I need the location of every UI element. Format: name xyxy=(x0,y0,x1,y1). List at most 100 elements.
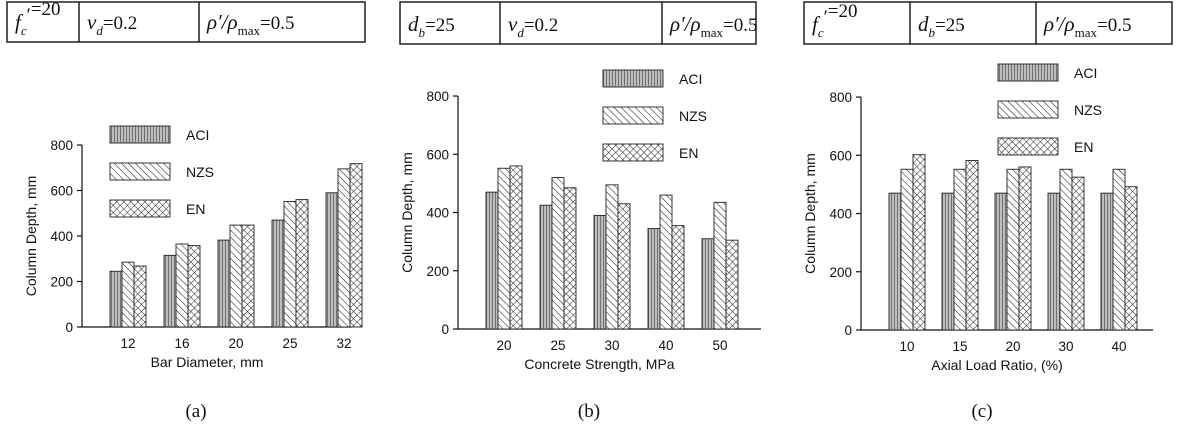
y-tick-label: 200 xyxy=(829,265,852,280)
chart-b-svg: db=25 νd=0.2 ρ′/ρmax=0.5 0 200 400 600 800 20 25 3… xyxy=(399,1,761,422)
bars xyxy=(888,154,1138,331)
legend-swatch-nzs xyxy=(602,106,664,125)
bar-aci-25 xyxy=(539,204,553,330)
bar-nzs-25 xyxy=(283,200,297,328)
y-tick-label: 0 xyxy=(441,322,449,337)
bar-en-40 xyxy=(671,225,685,330)
bar-nzs-30 xyxy=(605,184,619,330)
y-axis-label: Column Depth, mm xyxy=(399,152,415,273)
legend-swatch-en xyxy=(602,143,664,162)
parameter-2: ρ′/ρmax=0.5 xyxy=(669,12,757,40)
legend-swatch-nzs xyxy=(997,100,1059,119)
x-tick-label: 40 xyxy=(658,338,673,353)
bar-en-30 xyxy=(617,203,631,330)
bar-en-30 xyxy=(1071,176,1085,331)
bar-nzs-16 xyxy=(175,243,189,328)
bars xyxy=(485,165,739,330)
bar-en-25 xyxy=(295,199,309,328)
parameter-0: fc′=20 xyxy=(812,1,858,40)
bar-aci-30 xyxy=(593,214,607,330)
legend-label-en: EN xyxy=(186,201,205,217)
parameter-1: νd=0.2 xyxy=(508,12,558,40)
x-tick-label: 16 xyxy=(174,336,189,351)
bar-nzs-20 xyxy=(1006,168,1020,331)
y-tick-label: 800 xyxy=(829,90,852,105)
bar-aci-10 xyxy=(888,192,902,331)
x-tick-label: 25 xyxy=(550,338,565,353)
y-tick-label: 400 xyxy=(426,206,449,221)
legend-label-aci: ACI xyxy=(186,127,209,143)
bars xyxy=(109,163,363,328)
chart-a-svg: fc′=20 νd=0.2 ρ′/ρmax=0.5 0 200 400 600 800 12 16… xyxy=(6,0,366,422)
bar-en-40 xyxy=(1124,186,1138,331)
x-tick-label: 20 xyxy=(496,338,511,353)
y-tick-label: 600 xyxy=(829,148,852,163)
x-tick-label: 30 xyxy=(604,338,619,353)
parameter-2: ρ′/ρmax=0.5 xyxy=(206,10,294,38)
parameter-box: fc′=20 νd=0.2 ρ′/ρmax=0.5 xyxy=(6,0,366,43)
y-tick-label: 800 xyxy=(50,138,73,153)
y-axis-label: Column Depth, mm xyxy=(802,153,818,274)
parameter-1: db=25 xyxy=(918,12,965,40)
bar-nzs-25 xyxy=(551,177,565,330)
panel-caption: (b) xyxy=(578,401,600,422)
bar-en-32 xyxy=(349,163,363,328)
x-tick-label: 30 xyxy=(1058,339,1073,354)
parameter-1: νd=0.2 xyxy=(87,10,137,38)
x-tick-label: 40 xyxy=(1111,339,1126,354)
bar-nzs-20 xyxy=(229,224,243,328)
bar-aci-20 xyxy=(994,192,1008,331)
y-tick-label: 600 xyxy=(426,147,449,162)
bar-en-50 xyxy=(725,239,739,330)
parameter-0: fc′=20 xyxy=(15,0,61,38)
bar-aci-15 xyxy=(941,192,955,331)
legend-label-en: EN xyxy=(679,145,698,161)
bar-aci-20 xyxy=(485,191,499,330)
legend: ACI NZS EN xyxy=(109,125,214,218)
panel-caption: (a) xyxy=(185,401,206,422)
x-tick-label: 12 xyxy=(120,336,135,351)
y-tick-label: 0 xyxy=(65,320,73,335)
bar-nzs-40 xyxy=(659,194,673,330)
x-axis-label: Concrete Strength, MPa xyxy=(524,356,674,372)
x-axis-label: Axial Load Ratio, (%) xyxy=(931,357,1063,373)
parameter-box: fc′=20 db=25 ρ′/ρmax=0.5 xyxy=(803,1,1173,45)
y-tick-label: 800 xyxy=(426,89,449,104)
legend-swatch-aci xyxy=(602,69,664,88)
legend-swatch-nzs xyxy=(109,162,171,181)
bar-nzs-30 xyxy=(1059,168,1073,331)
chart-c-svg: fc′=20 db=25 ρ′/ρmax=0.5 0 200 400 600 800 10 15 2… xyxy=(802,1,1173,422)
bar-nzs-12 xyxy=(121,261,135,328)
legend-label-nzs: NZS xyxy=(186,164,214,180)
legend: ACI NZS EN xyxy=(602,69,707,162)
x-axis-label: Bar Diameter, mm xyxy=(151,354,264,370)
bar-aci-20 xyxy=(217,239,231,328)
y-axis-label: Column Depth, mm xyxy=(23,176,39,297)
parameter-box: db=25 νd=0.2 ρ′/ρmax=0.5 xyxy=(399,1,757,45)
y-tick-label: 0 xyxy=(844,323,852,338)
bar-aci-50 xyxy=(701,238,715,330)
legend: ACI NZS EN xyxy=(997,63,1102,156)
legend-label-aci: ACI xyxy=(679,71,702,87)
legend-label-aci: ACI xyxy=(1074,65,1097,81)
bar-aci-25 xyxy=(271,219,285,328)
bar-nzs-10 xyxy=(900,168,914,331)
bar-aci-12 xyxy=(109,270,123,328)
y-tick-label: 200 xyxy=(50,275,73,290)
legend-swatch-aci xyxy=(109,125,171,144)
legend-label-nzs: NZS xyxy=(1074,102,1102,118)
bar-nzs-50 xyxy=(713,201,727,330)
x-tick-label: 20 xyxy=(1005,339,1020,354)
bar-en-20 xyxy=(241,224,255,328)
bar-aci-16 xyxy=(163,254,177,328)
bar-aci-30 xyxy=(1047,192,1061,331)
bar-aci-40 xyxy=(1100,192,1114,331)
bar-en-25 xyxy=(563,187,577,330)
y-tick-label: 600 xyxy=(50,184,73,199)
parameter-2: ρ′/ρmax=0.5 xyxy=(1043,12,1131,40)
legend-swatch-en xyxy=(997,137,1059,156)
bar-en-10 xyxy=(912,154,926,331)
bar-en-12 xyxy=(133,265,147,328)
y-tick-label: 400 xyxy=(829,207,852,222)
legend-swatch-en xyxy=(109,199,171,218)
